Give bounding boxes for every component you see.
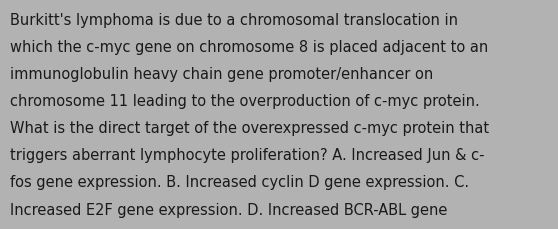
Text: What is the direct target of the overexpressed c-myc protein that: What is the direct target of the overexp… [10,121,489,136]
Text: Increased E2F gene expression. D. Increased BCR-ABL gene: Increased E2F gene expression. D. Increa… [10,202,448,217]
Text: triggers aberrant lymphocyte proliferation? A. Increased Jun & c-: triggers aberrant lymphocyte proliferati… [10,148,484,163]
Text: Burkitt's lymphoma is due to a chromosomal translocation in: Burkitt's lymphoma is due to a chromosom… [10,13,458,27]
Text: fos gene expression. B. Increased cyclin D gene expression. C.: fos gene expression. B. Increased cyclin… [10,175,469,190]
Text: immunoglobulin heavy chain gene promoter/enhancer on: immunoglobulin heavy chain gene promoter… [10,67,434,82]
Text: which the c-myc gene on chromosome 8 is placed adjacent to an: which the c-myc gene on chromosome 8 is … [10,40,488,55]
Text: chromosome 11 leading to the overproduction of c-myc protein.: chromosome 11 leading to the overproduct… [10,94,480,109]
